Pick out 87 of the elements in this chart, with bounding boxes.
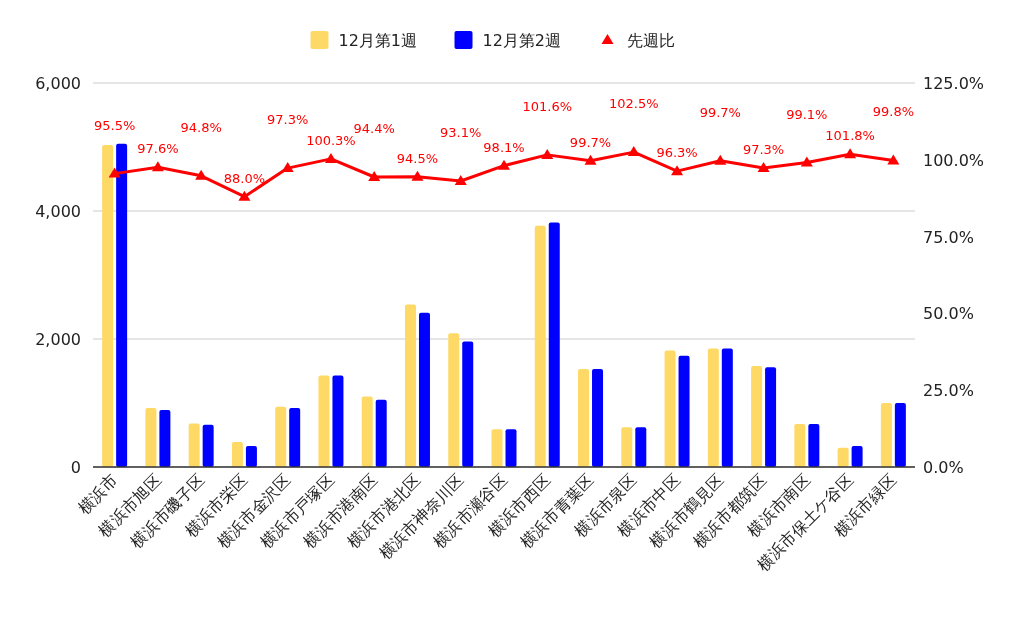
- legend-label: 先週比: [626, 31, 675, 50]
- data-label: 88.0%: [223, 170, 266, 186]
- y-tick-label: 6,000: [35, 74, 81, 93]
- point: [151, 161, 164, 172]
- bar: [491, 429, 503, 467]
- bar: [462, 341, 474, 467]
- bar: [375, 399, 387, 467]
- bar: [202, 424, 214, 467]
- data-label: 97.3%: [267, 112, 309, 128]
- y-tick-label: 2,000: [35, 330, 81, 349]
- bar: [851, 445, 863, 467]
- point: [541, 148, 554, 159]
- data-label: 94.4%: [353, 121, 395, 136]
- bar: [621, 427, 633, 467]
- point: [584, 154, 597, 165]
- data-label: 102.5%: [609, 96, 659, 112]
- bar: [592, 369, 604, 467]
- data-label: 94.5%: [396, 150, 439, 166]
- data-label: 97.6%: [137, 141, 179, 157]
- point: [411, 170, 424, 181]
- point: [671, 165, 684, 176]
- point: [844, 148, 857, 159]
- point: [108, 167, 121, 178]
- data-label: 94.8%: [180, 119, 222, 135]
- point: [238, 190, 251, 201]
- bar: [116, 143, 128, 467]
- bar: [361, 396, 373, 467]
- bar: [188, 423, 200, 467]
- bar: [448, 333, 460, 467]
- data-label: 98.1%: [483, 139, 525, 155]
- y2-tick-label: 25.0%: [923, 381, 974, 401]
- bar: [534, 225, 546, 467]
- bar: [318, 375, 330, 467]
- y-tick-label: 4,000: [35, 202, 81, 221]
- point: [368, 171, 381, 181]
- legend-label: 12月第2週: [482, 31, 562, 50]
- y2-tick-label: 125.0%: [923, 74, 985, 93]
- bar: [548, 222, 560, 467]
- bar: [145, 408, 157, 467]
- bar: [159, 410, 171, 467]
- bar: [808, 424, 820, 467]
- point: [324, 152, 337, 163]
- bar: [880, 403, 892, 467]
- data-label: 101.8%: [825, 128, 875, 144]
- y2-tick-label: 50.0%: [923, 304, 974, 324]
- bar: [765, 367, 777, 467]
- bar: [678, 355, 690, 467]
- bar: [837, 447, 849, 467]
- data-label: 100.3%: [306, 132, 356, 148]
- data-label: 99.7%: [699, 104, 741, 120]
- data-label: 101.6%: [522, 98, 573, 114]
- bar: [404, 304, 416, 467]
- bar: [578, 369, 590, 467]
- bar: [275, 406, 287, 467]
- point: [887, 154, 900, 165]
- bar: [794, 424, 806, 467]
- point: [757, 162, 770, 173]
- bar: [418, 312, 430, 467]
- bar: [102, 145, 114, 467]
- point: [454, 175, 467, 185]
- data-label: 97.3%: [742, 142, 785, 158]
- bar: [751, 365, 763, 467]
- point: [800, 156, 813, 167]
- point: [627, 146, 640, 157]
- data-label: 95.5%: [93, 117, 136, 133]
- data-label: 93.1%: [440, 125, 482, 140]
- bar: [894, 403, 906, 467]
- bar: [635, 427, 647, 467]
- data-label: 99.8%: [872, 104, 915, 120]
- data-label: 99.7%: [569, 134, 612, 150]
- bar: [332, 375, 344, 467]
- bar: [505, 429, 517, 467]
- point: [714, 154, 727, 165]
- bar: [664, 350, 676, 467]
- bar: [721, 348, 733, 467]
- bar: [245, 445, 257, 467]
- legend-label: 12月第1週: [338, 31, 418, 50]
- bar: [289, 408, 301, 467]
- bar: [231, 442, 243, 467]
- y2-tick-label: 0.0%: [923, 458, 964, 477]
- bar: [707, 348, 719, 467]
- data-label: 99.1%: [786, 106, 828, 122]
- y-tick-label: 0: [70, 458, 81, 477]
- y2-tick-label: 100.0%: [923, 150, 985, 170]
- data-label: 96.3%: [656, 145, 698, 161]
- point: [498, 159, 510, 170]
- y2-tick-label: 75.0%: [923, 227, 974, 247]
